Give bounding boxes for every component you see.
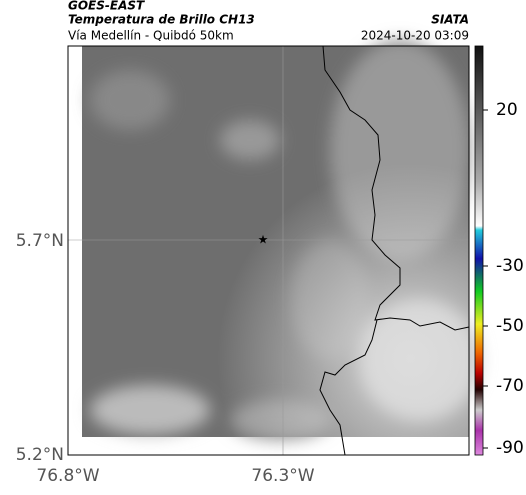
colorbar-label: -30	[496, 256, 524, 276]
lat-label: 5.7°N	[16, 231, 64, 251]
map-frame	[67, 45, 470, 456]
colorbar	[474, 45, 484, 456]
colorbar-label: 20	[496, 100, 518, 120]
timestamp: 2024-10-20 03:09	[361, 29, 469, 43]
highlight	[82, 46, 469, 437]
boundary	[322, 45, 470, 331]
location-marker: ★	[258, 233, 269, 247]
lon-label: 76.3°W	[251, 466, 314, 486]
lat-label: 5.2°N	[16, 445, 64, 465]
colorbar-label: -70	[496, 376, 524, 396]
source: GOES-EAST	[68, 0, 145, 13]
colorbar-label: -90	[496, 438, 524, 458]
title: Temperatura de Brillo CH13	[68, 13, 255, 27]
subtitle: Vía Medellín - Quibdó 50km	[68, 29, 234, 43]
colorbar-label: -50	[496, 316, 524, 336]
boundary	[319, 319, 378, 456]
lon-label: 76.8°W	[36, 466, 99, 486]
agency: SIATA	[431, 13, 469, 27]
